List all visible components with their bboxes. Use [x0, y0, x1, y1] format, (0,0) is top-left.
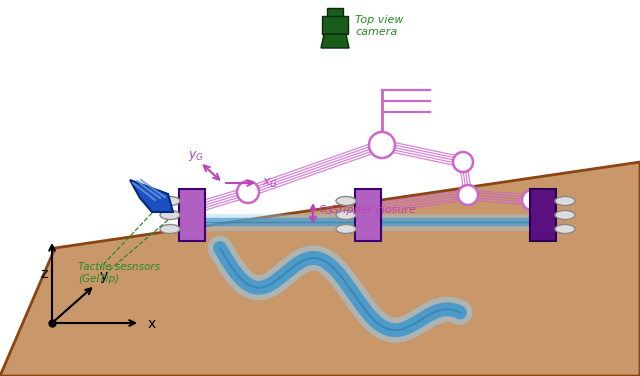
Ellipse shape: [555, 224, 575, 233]
Bar: [322, 16, 348, 34]
Ellipse shape: [160, 224, 180, 233]
Text: Gripper closure: Gripper closure: [330, 205, 416, 215]
Text: $x_G$: $x_G$: [262, 176, 278, 190]
Text: $c_G$: $c_G$: [318, 203, 333, 217]
Polygon shape: [321, 34, 349, 48]
Ellipse shape: [336, 211, 356, 220]
Circle shape: [522, 190, 542, 210]
Circle shape: [369, 132, 395, 158]
Text: y: y: [100, 269, 108, 283]
Circle shape: [458, 185, 478, 205]
Text: $y_G$: $y_G$: [188, 149, 204, 163]
Polygon shape: [130, 180, 173, 212]
Ellipse shape: [160, 197, 180, 206]
Circle shape: [453, 152, 473, 172]
Circle shape: [237, 181, 259, 203]
Ellipse shape: [160, 211, 180, 220]
Bar: [355, 189, 381, 241]
Text: Top view
camera: Top view camera: [355, 15, 403, 37]
Ellipse shape: [336, 197, 356, 206]
Bar: [530, 189, 556, 241]
Text: Tactile sesnsors
(GelTip): Tactile sesnsors (GelTip): [78, 262, 160, 284]
Bar: [179, 189, 205, 241]
Polygon shape: [0, 162, 640, 376]
Ellipse shape: [555, 197, 575, 206]
Ellipse shape: [555, 211, 575, 220]
Bar: [327, 8, 343, 17]
Ellipse shape: [336, 224, 356, 233]
Text: z: z: [40, 267, 48, 281]
Text: x: x: [148, 317, 156, 331]
